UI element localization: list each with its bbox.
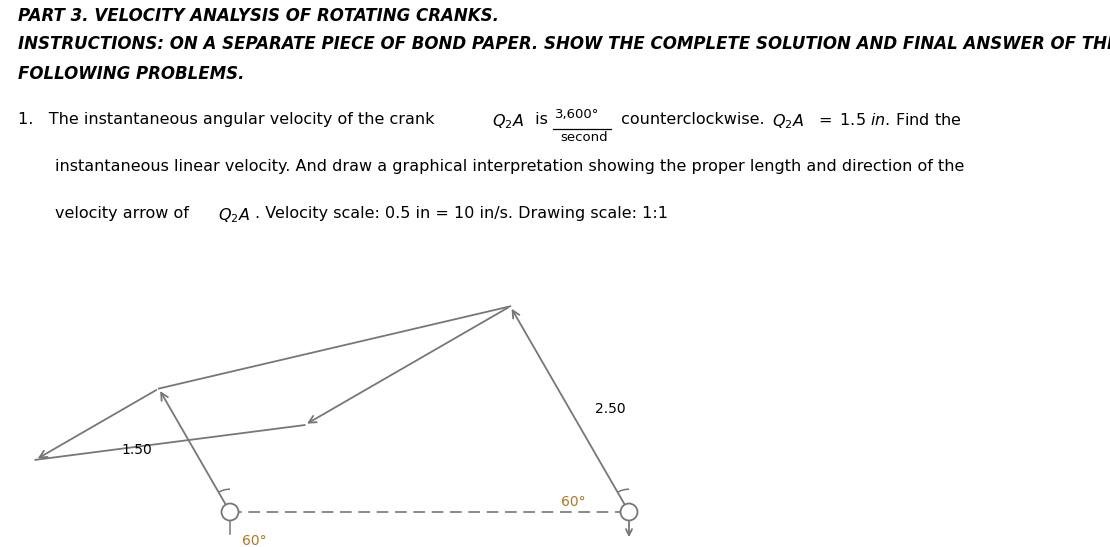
Text: 60°: 60°: [242, 534, 266, 547]
Text: 2.50: 2.50: [595, 402, 625, 416]
Text: INSTRUCTIONS: ON A SEPARATE PIECE OF BOND PAPER. SHOW THE COMPLETE SOLUTION AND : INSTRUCTIONS: ON A SEPARATE PIECE OF BON…: [18, 35, 1110, 53]
Text: velocity arrow of: velocity arrow of: [56, 206, 194, 221]
Text: 60°: 60°: [561, 495, 586, 509]
Text: $=$ 1.5 $\it{in}$. Find the: $=$ 1.5 $\it{in}$. Find the: [810, 112, 961, 128]
Text: counterclockwise.: counterclockwise.: [616, 112, 769, 127]
Text: 1.50: 1.50: [122, 443, 152, 457]
Circle shape: [222, 503, 239, 521]
Text: second: second: [561, 131, 608, 144]
Text: $Q_2A$: $Q_2A$: [492, 112, 524, 131]
Text: $Q_2A$: $Q_2A$: [771, 112, 804, 131]
Text: $Q_2A$: $Q_2A$: [218, 206, 250, 225]
Text: 3,600°: 3,600°: [555, 108, 599, 121]
Text: 1.   The instantaneous angular velocity of the crank: 1. The instantaneous angular velocity of…: [18, 112, 440, 127]
Text: PART 3. VELOCITY ANALYSIS OF ROTATING CRANKS.: PART 3. VELOCITY ANALYSIS OF ROTATING CR…: [18, 7, 500, 25]
Circle shape: [620, 503, 637, 521]
Text: FOLLOWING PROBLEMS.: FOLLOWING PROBLEMS.: [18, 65, 244, 83]
Text: instantaneous linear velocity. And draw a graphical interpretation showing the p: instantaneous linear velocity. And draw …: [56, 159, 965, 174]
Text: is: is: [529, 112, 553, 127]
Text: . Velocity scale: 0.5 in = 10 in/s. Drawing scale: 1:1: . Velocity scale: 0.5 in = 10 in/s. Draw…: [255, 206, 668, 221]
